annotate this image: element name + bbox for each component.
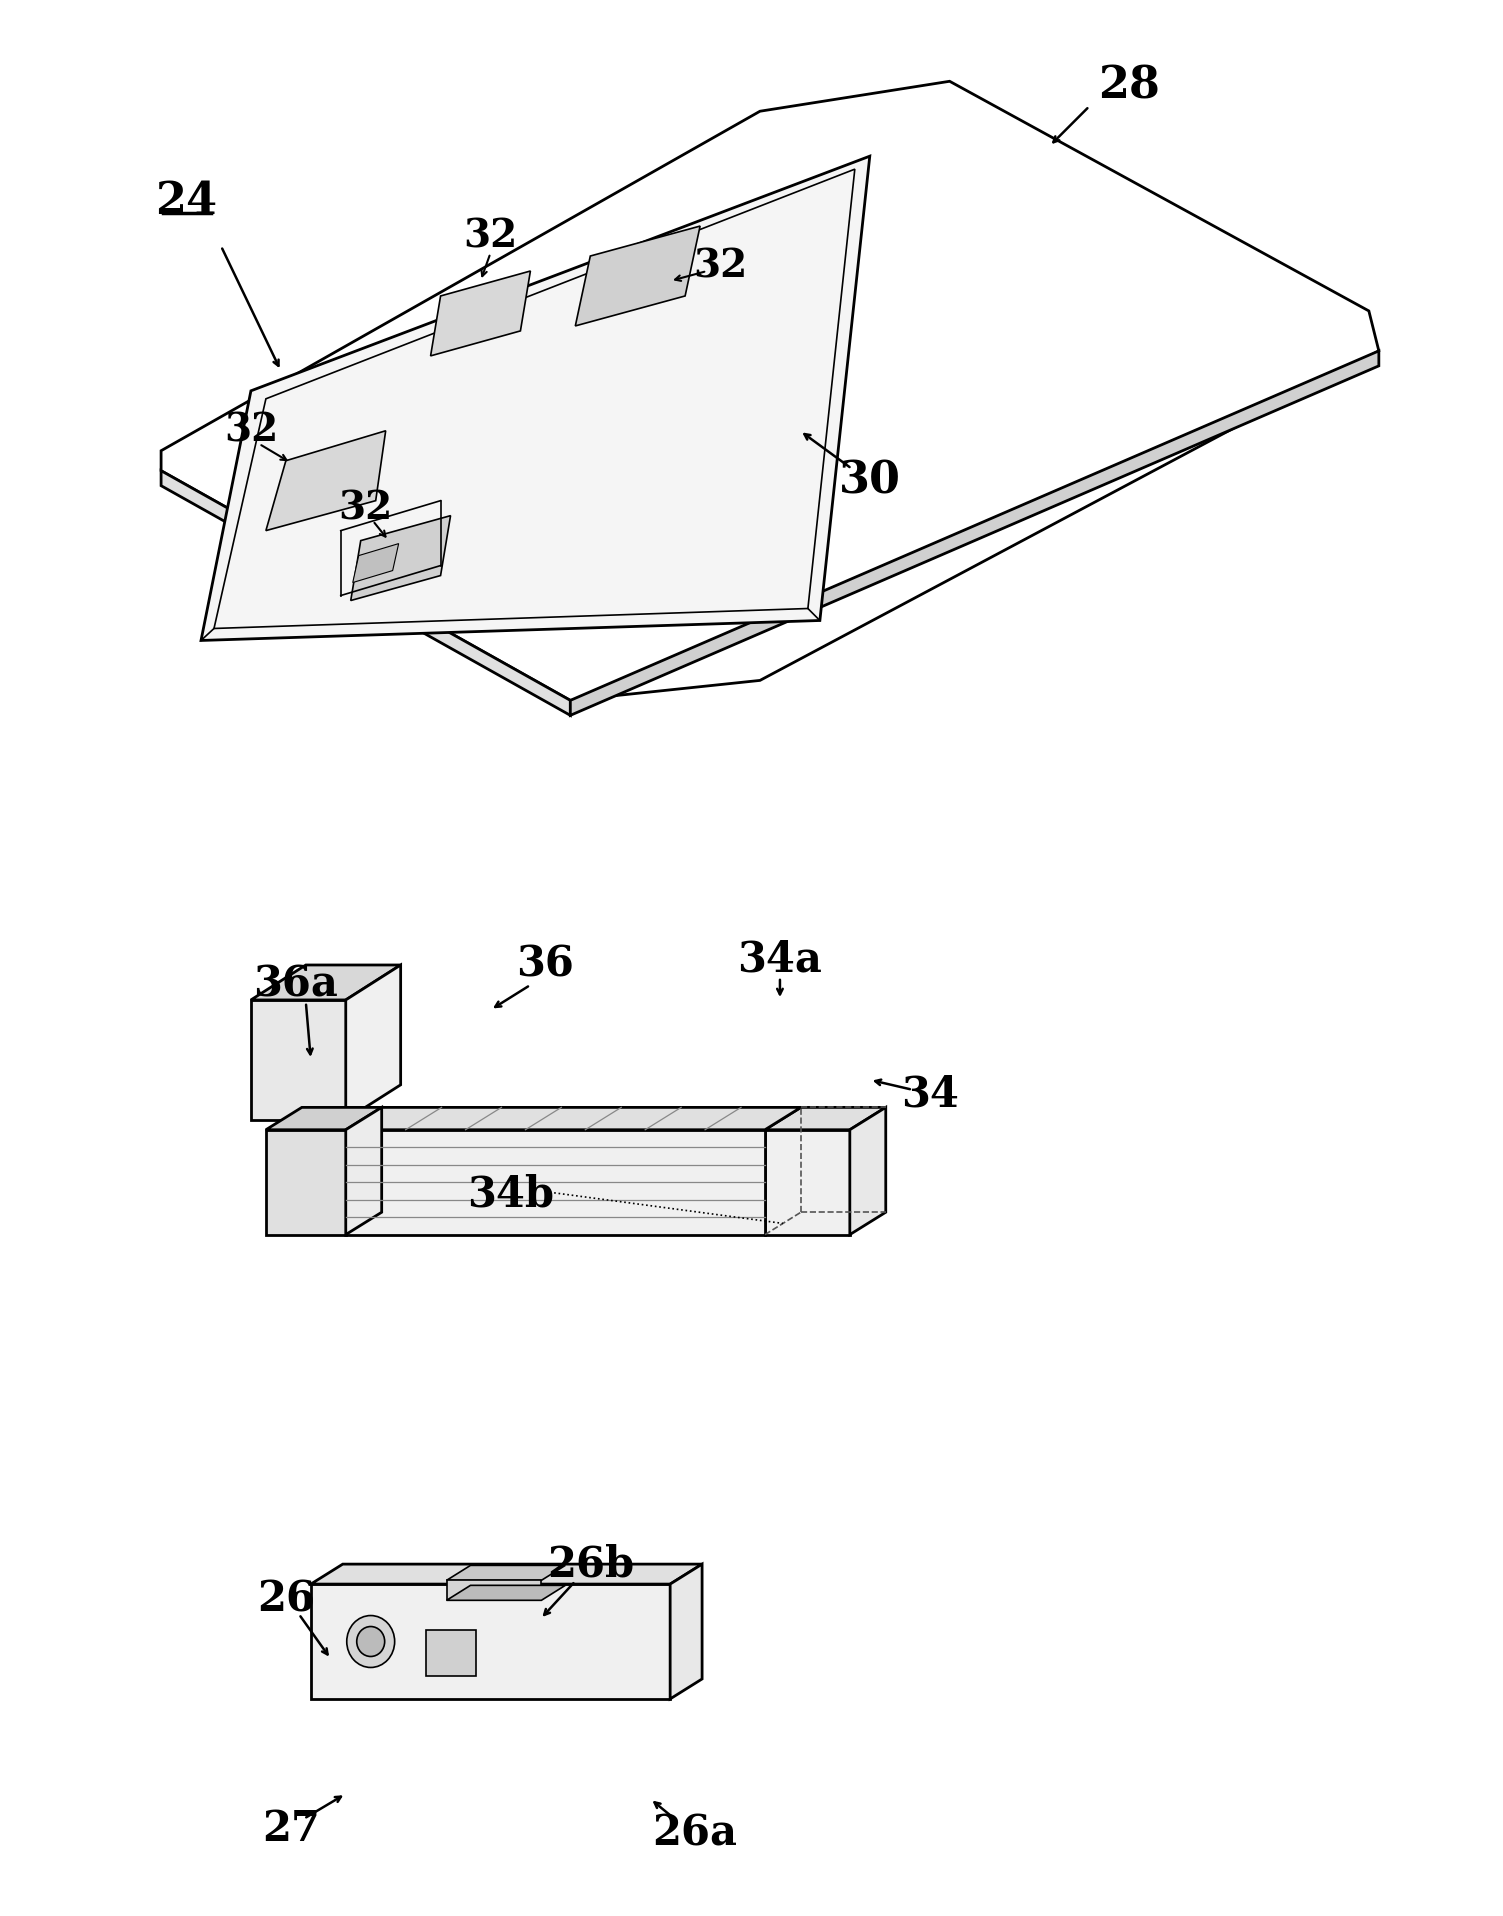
Ellipse shape [356, 1627, 385, 1657]
Text: 36a: 36a [254, 964, 338, 1006]
Text: 26b: 26b [547, 1542, 634, 1585]
Polygon shape [350, 515, 451, 600]
Polygon shape [346, 1130, 765, 1234]
Text: 26: 26 [257, 1579, 314, 1621]
Text: 36: 36 [517, 945, 574, 987]
Polygon shape [849, 1107, 885, 1234]
Text: 32: 32 [693, 247, 747, 285]
Text: 32: 32 [224, 412, 278, 450]
Text: 27: 27 [262, 1807, 320, 1849]
Polygon shape [266, 431, 386, 531]
Polygon shape [765, 1107, 885, 1130]
Polygon shape [576, 226, 700, 326]
Polygon shape [446, 1565, 565, 1581]
Text: 24: 24 [155, 180, 216, 222]
Polygon shape [446, 1585, 565, 1600]
Text: 34a: 34a [738, 939, 822, 981]
Text: 30: 30 [839, 460, 900, 502]
Polygon shape [266, 1130, 346, 1234]
Polygon shape [670, 1563, 702, 1699]
Polygon shape [446, 1581, 541, 1600]
Polygon shape [161, 80, 1378, 701]
Polygon shape [251, 1000, 346, 1119]
Text: 34b: 34b [467, 1175, 555, 1215]
Polygon shape [266, 1107, 382, 1130]
Polygon shape [353, 544, 398, 582]
Polygon shape [201, 157, 870, 640]
Polygon shape [430, 270, 531, 356]
Polygon shape [311, 1585, 670, 1699]
Polygon shape [425, 1631, 475, 1676]
Text: 32: 32 [463, 217, 517, 255]
Polygon shape [570, 351, 1378, 715]
Text: 28: 28 [1099, 65, 1160, 107]
Text: 34: 34 [900, 1073, 959, 1115]
Ellipse shape [347, 1615, 395, 1667]
Polygon shape [251, 966, 401, 1000]
Polygon shape [346, 966, 401, 1119]
Polygon shape [161, 471, 570, 715]
Polygon shape [765, 1130, 849, 1234]
Text: 26a: 26a [652, 1813, 738, 1855]
Polygon shape [311, 1563, 702, 1585]
Polygon shape [346, 1107, 801, 1130]
Text: 32: 32 [338, 490, 392, 527]
Polygon shape [346, 1107, 382, 1234]
